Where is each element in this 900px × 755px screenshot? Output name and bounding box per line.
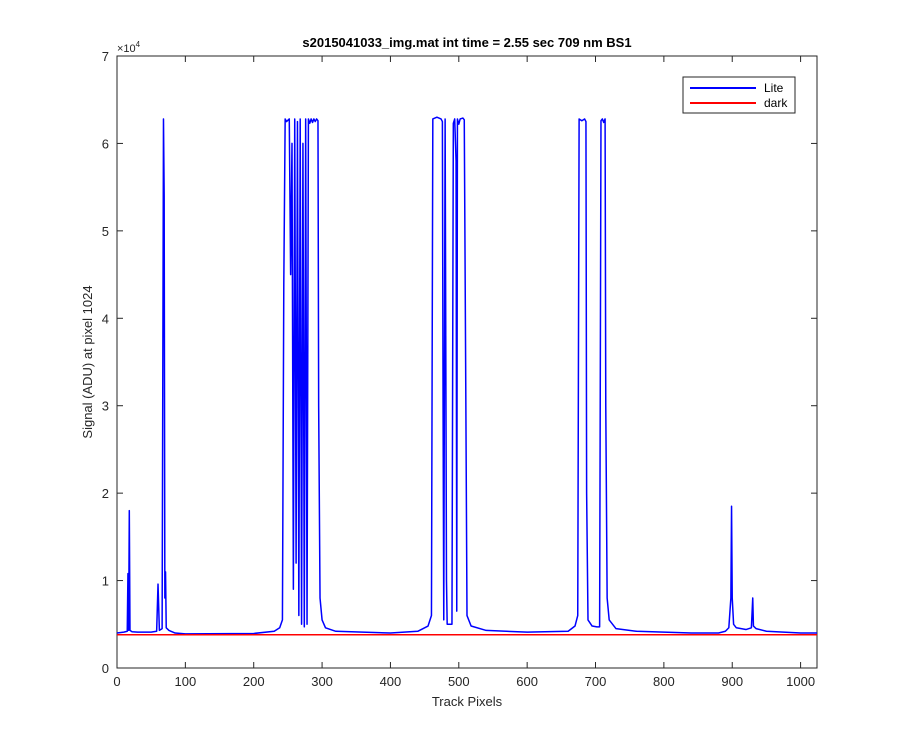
legend-box — [682, 76, 796, 114]
y-tick-label: 6 — [102, 136, 109, 151]
y-tick-label: 4 — [102, 311, 109, 326]
x-tick-label: 900 — [721, 674, 743, 689]
x-tick-label: 800 — [653, 674, 675, 689]
y-tick-label: 3 — [102, 399, 109, 414]
x-tick-label: 0 — [113, 674, 120, 689]
chart-title: s2015041033_img.mat int time = 2.55 sec … — [302, 35, 631, 50]
legend-label-dark: dark — [764, 96, 788, 110]
tick-layer: 0 100 200 300 400 500 600 700 800 900 1000 0 1 2 3 4 5 6 7 — [102, 49, 817, 689]
y-tick-label: 0 — [102, 661, 109, 676]
legend: Lite dark — [682, 76, 796, 114]
x-tick-label: 600 — [516, 674, 538, 689]
legend-label-lite: Lite — [764, 81, 784, 95]
y-tick-label: 5 — [102, 224, 109, 239]
y-axis-label: Signal (ADU) at pixel 1024 — [80, 285, 95, 438]
y-tick-label: 7 — [102, 49, 109, 64]
x-tick-label: 200 — [243, 674, 265, 689]
y-axis-exponent: ×104 — [117, 40, 141, 55]
series-line-lite — [116, 116, 817, 635]
y-tick-label: 2 — [102, 486, 109, 501]
y-tick-label: 1 — [102, 574, 109, 589]
x-tick-label: 100 — [175, 674, 197, 689]
x-tick-label: 300 — [311, 674, 333, 689]
x-tick-label: 500 — [448, 674, 470, 689]
x-tick-label: 700 — [585, 674, 607, 689]
x-tick-label: 1000 — [786, 674, 815, 689]
x-axis-label: Track Pixels — [432, 694, 503, 709]
series-layer — [116, 116, 817, 636]
x-tick-label: 400 — [380, 674, 402, 689]
